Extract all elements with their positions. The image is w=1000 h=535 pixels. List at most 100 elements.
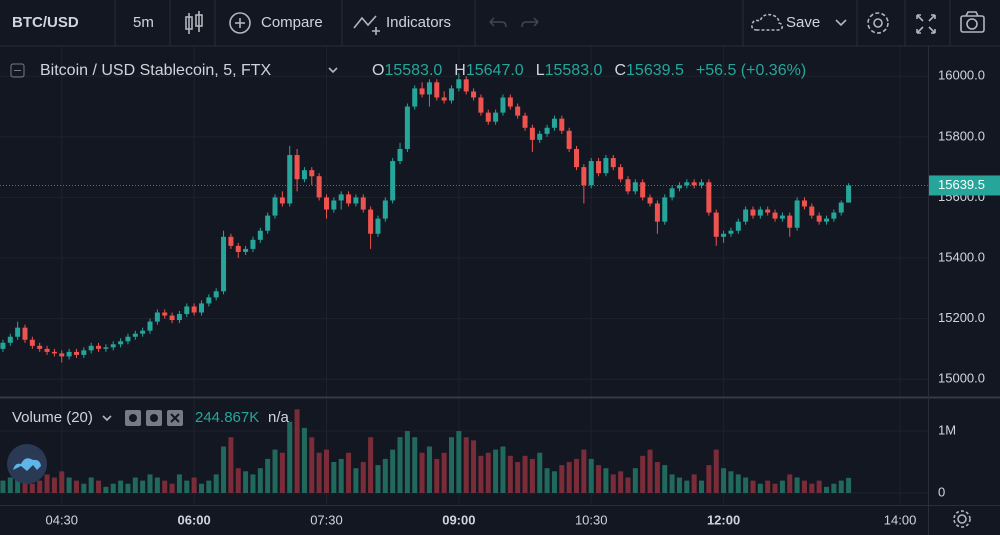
candle-body (331, 200, 337, 210)
snapshot-icon[interactable] (960, 11, 985, 33)
candle-body (213, 291, 219, 298)
volume-bar (59, 471, 65, 493)
series-title: Bitcoin / USD Stablecoin, 5, FTX (40, 62, 272, 79)
volume-bar (44, 474, 50, 493)
volume-bar (301, 427, 307, 493)
candle-body (838, 202, 844, 213)
save-button[interactable]: Save (786, 14, 820, 31)
volume-bar (294, 409, 300, 493)
volume-menu-icon[interactable] (102, 415, 112, 422)
candle-body (301, 170, 307, 180)
candle-body (323, 197, 329, 210)
candle-body (765, 209, 771, 213)
candle-body (37, 345, 43, 349)
volume-bar (213, 474, 219, 493)
candle-body (147, 321, 153, 331)
candle-body (471, 91, 477, 98)
candle-body (507, 97, 513, 107)
volume-bar (235, 468, 241, 493)
series-legend: Bitcoin / USD Stablecoin, 5, FTX O15583.… (10, 62, 806, 79)
compare-button[interactable]: Compare (261, 14, 323, 31)
volume-bar (757, 483, 763, 493)
volume-bar (346, 452, 352, 493)
volume-bar (493, 449, 499, 493)
volume-bar (309, 437, 315, 493)
volume-bar (478, 455, 484, 493)
eye (129, 414, 137, 422)
volume-bar (713, 449, 719, 493)
settings-icon[interactable] (867, 12, 889, 34)
indicators-icon[interactable] (353, 15, 380, 35)
compare-icon[interactable] (229, 12, 251, 34)
candle-body (118, 341, 124, 345)
candle-body (7, 336, 13, 343)
candle-body (140, 330, 146, 334)
candle-body (265, 215, 271, 231)
fullscreen-icon[interactable] (916, 14, 936, 34)
candle-body (493, 112, 499, 122)
volume-bar (787, 474, 793, 493)
volume-bar (669, 474, 675, 493)
y-tick-label: 15400.0 (938, 249, 985, 264)
legend-value: 15583.0 (545, 62, 603, 79)
collapse-icon[interactable] (10, 63, 25, 78)
volume-bar (515, 462, 521, 493)
volume-bar (728, 471, 734, 493)
candle-body (721, 233, 727, 237)
candle-body (243, 248, 249, 252)
volume-bar (456, 431, 462, 493)
volume-bar (551, 471, 557, 493)
save-menu-icon[interactable] (835, 19, 847, 27)
last-price-label: 15639.5 (938, 177, 985, 192)
candle-body (824, 218, 830, 222)
candle-body (566, 130, 572, 149)
candle-body (88, 345, 94, 351)
volume-bar (448, 437, 454, 493)
volume-bar (390, 449, 396, 493)
series-menu-icon[interactable] (328, 67, 338, 74)
candle-body (485, 112, 491, 122)
volume-bar (529, 458, 535, 493)
volume-bar (257, 468, 263, 493)
candle-body (0, 342, 6, 349)
volume-bar (574, 458, 580, 493)
indicators-button[interactable]: Indicators (386, 14, 451, 31)
volume-bar (7, 477, 13, 493)
volume-bar (500, 446, 506, 493)
last-price-tag (929, 175, 1000, 196)
candle-body (478, 97, 484, 113)
candle-body (713, 212, 719, 237)
volume-bar (699, 480, 705, 493)
candle-body (360, 197, 366, 210)
candle-body (787, 215, 793, 228)
candle-body (691, 182, 697, 186)
volume-bar (463, 437, 469, 493)
volume-bar (198, 483, 204, 493)
save-icon[interactable] (751, 13, 783, 31)
chart-style-icon[interactable] (185, 11, 203, 34)
candle-body (596, 161, 602, 174)
candle-body (382, 200, 388, 219)
axis-settings-icon[interactable] (953, 510, 971, 528)
symbol[interactable]: BTC/USD (12, 14, 79, 31)
volume-bar (147, 474, 153, 493)
candle-body (801, 200, 807, 207)
volume-bar (191, 477, 197, 493)
candle-body (206, 297, 212, 304)
volume-bar (96, 480, 102, 493)
legend-key: C (614, 62, 626, 79)
candle-body (757, 209, 763, 216)
candle-body (228, 236, 234, 246)
volume-bar (51, 477, 57, 493)
undo-icon[interactable] (489, 17, 507, 28)
candle-body (15, 327, 21, 337)
volume-bar (265, 458, 271, 493)
volume-bar (721, 468, 727, 493)
volume-bar (779, 480, 785, 493)
y-tick-label: 16000.0 (938, 68, 985, 83)
redo-icon[interactable] (521, 17, 539, 28)
interval[interactable]: 5m (133, 14, 154, 31)
candle-body (831, 212, 837, 219)
candle-body (316, 176, 322, 198)
